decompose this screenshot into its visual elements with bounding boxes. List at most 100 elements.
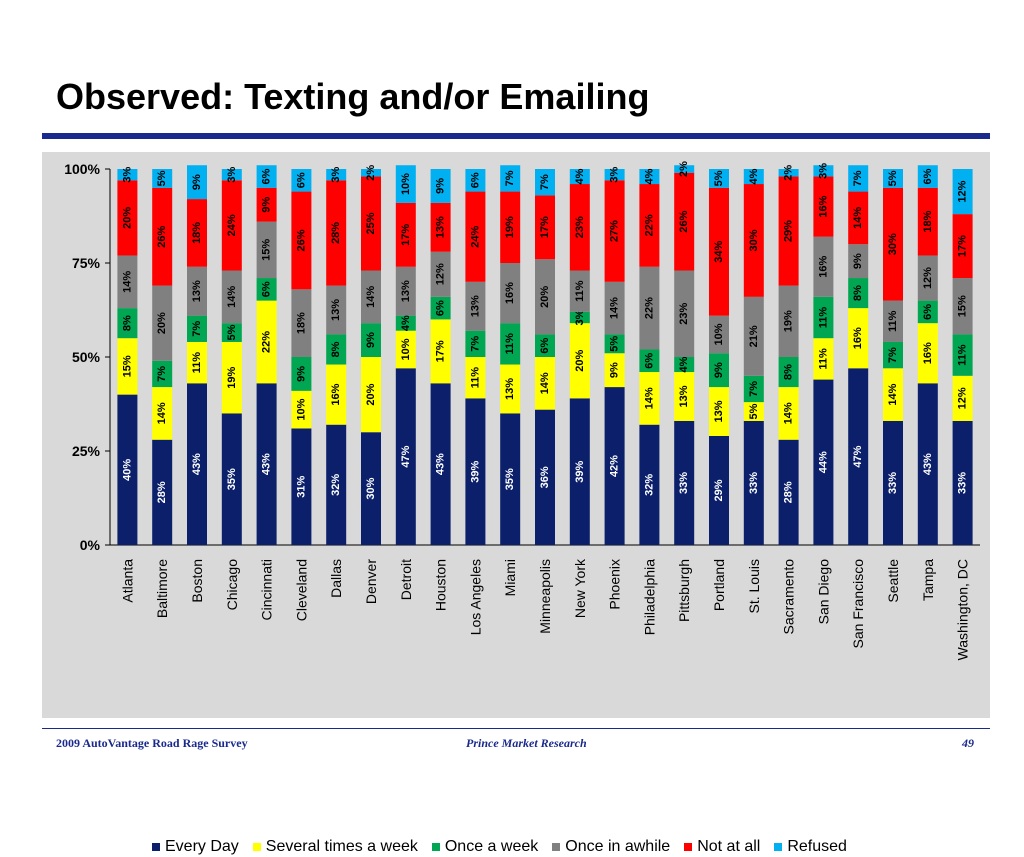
data-label: 16% — [330, 383, 342, 405]
x-tick-label: Sacramento — [781, 559, 797, 635]
data-label: 30% — [887, 233, 899, 255]
data-label: 13% — [330, 299, 342, 321]
bar-segment — [743, 420, 764, 545]
data-label: 19% — [504, 216, 516, 238]
x-tick-label: Seattle — [885, 559, 901, 603]
data-label: 11% — [191, 352, 203, 374]
data-label: 3% — [609, 166, 621, 182]
bar-segment — [778, 285, 799, 357]
bar-segment — [674, 165, 695, 173]
data-label: 29% — [713, 479, 725, 501]
bar-segment — [535, 357, 555, 410]
data-label: 13% — [400, 280, 412, 302]
bar-segment — [848, 165, 869, 192]
bar-segment — [326, 334, 347, 365]
data-label: 15% — [261, 239, 273, 261]
data-label: 18% — [295, 312, 307, 334]
data-label: 20% — [365, 383, 377, 405]
data-label: 11% — [957, 344, 969, 366]
bar-segment — [256, 383, 277, 545]
bar-segment — [813, 338, 834, 380]
data-label: 7% — [469, 336, 481, 352]
bar-segment — [709, 353, 729, 388]
bar-segment — [743, 296, 764, 376]
x-tick-label: Denver — [363, 559, 379, 604]
data-label: 4% — [748, 168, 760, 184]
data-label: 11% — [574, 280, 586, 302]
data-label: 19% — [783, 310, 795, 332]
bar-segment — [430, 251, 451, 297]
bar-segment — [465, 191, 486, 282]
bar-segment — [639, 424, 660, 545]
data-label: 12% — [957, 180, 969, 202]
data-label: 14% — [156, 402, 168, 424]
x-tick-label: Boston — [189, 559, 205, 603]
data-label: 3% — [226, 166, 238, 182]
data-label: 34% — [713, 241, 725, 263]
data-label: 5% — [748, 403, 760, 419]
data-label: 11% — [817, 348, 829, 370]
x-tick-label: Washington, DC — [955, 559, 971, 660]
data-label: 4% — [400, 315, 412, 331]
x-tick-label: Cincinnati — [259, 559, 275, 620]
bar-segment — [152, 169, 173, 188]
bar-segment — [952, 169, 973, 215]
stacked-bar-chart: 0% 25% 50% 75% 100% 40% 15% 8% 14% 20% 3% Atlanta 28… — [64, 161, 980, 660]
data-label: 23% — [678, 303, 690, 325]
data-label: 14% — [365, 286, 377, 308]
bar-segment — [569, 169, 590, 185]
title-divider — [42, 133, 990, 139]
legend-item: Once a week — [431, 838, 538, 856]
data-label: 14% — [539, 372, 551, 394]
bar-segment — [848, 368, 869, 545]
data-label: 13% — [504, 378, 516, 400]
data-label: 22% — [261, 331, 273, 353]
bar-segment — [117, 180, 138, 256]
bar-segment — [465, 330, 486, 357]
data-label: 2% — [678, 161, 690, 177]
bar-segment — [917, 255, 938, 301]
x-tick-label: St. Louis — [746, 559, 762, 613]
bar-segment — [778, 176, 799, 286]
bar-segment — [117, 308, 138, 339]
data-label: 33% — [887, 472, 899, 494]
bar-segment — [500, 165, 521, 192]
bar-segment — [709, 387, 729, 436]
legend-item: Refused — [774, 838, 847, 856]
data-label: 36% — [539, 466, 551, 488]
x-tick-label: Baltimore — [154, 559, 170, 618]
data-label: 23% — [574, 216, 586, 238]
bar-segment — [291, 289, 312, 357]
legend-item: Every Day — [152, 838, 239, 856]
data-label: 13% — [435, 216, 447, 238]
data-label: 2% — [783, 165, 795, 181]
data-label: 43% — [435, 453, 447, 475]
bar-segment — [395, 202, 416, 267]
data-label: 10% — [400, 173, 412, 195]
bar-segment — [778, 387, 799, 440]
x-tick-label: New York — [572, 558, 588, 618]
bar-segment — [221, 169, 242, 181]
data-label: 5% — [156, 170, 168, 186]
bar-segment — [848, 278, 869, 309]
bar-segment — [639, 372, 660, 425]
bar-segment — [187, 315, 207, 342]
data-label: 8% — [852, 285, 864, 301]
data-label: 28% — [156, 481, 168, 503]
data-label: 39% — [469, 460, 481, 482]
bar-segment — [221, 413, 242, 545]
bar-segment — [535, 169, 555, 196]
y-tick-label: 75% — [72, 255, 101, 271]
legend-swatch — [252, 843, 261, 851]
bar-segment — [430, 169, 451, 203]
bar-segment — [187, 341, 207, 384]
bar-segment — [465, 169, 486, 192]
bar-segment — [813, 165, 834, 177]
data-label: 30% — [748, 229, 760, 251]
data-label: 11% — [817, 307, 829, 329]
bar-segment — [848, 191, 869, 245]
bar-segment — [465, 398, 486, 545]
bar-segment — [256, 300, 277, 384]
bar-segment — [326, 180, 347, 286]
data-label: 47% — [400, 445, 412, 467]
